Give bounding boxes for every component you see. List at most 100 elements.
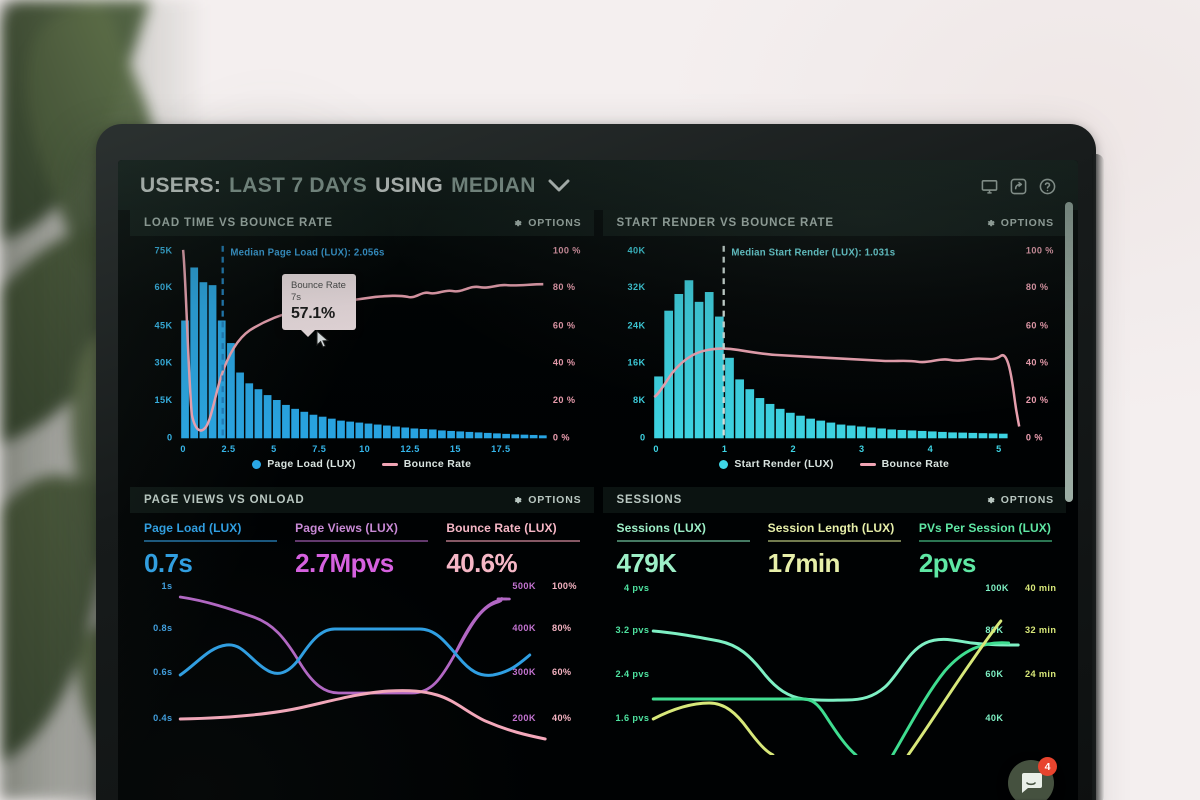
svg-text:40K: 40K: [985, 713, 1003, 723]
svg-text:10: 10: [359, 444, 370, 454]
metric-bounce-rate[interactable]: Bounce Rate (LUX) 40.6%: [446, 521, 580, 579]
chart-svg: 1s 0.8s 0.6s 0.4s 500K 400K 300K 200K: [153, 581, 577, 741]
monitor-icon[interactable]: [981, 178, 998, 195]
chart-legend: Start Render (LUX) Bounce Rate: [603, 454, 1067, 479]
svg-text:30K: 30K: [155, 358, 173, 368]
svg-text:45K: 45K: [155, 320, 173, 330]
options-label: OPTIONS: [1000, 217, 1054, 229]
metric-session-length[interactable]: Session Length (LUX) 17min: [767, 521, 901, 579]
svg-text:0 %: 0 %: [553, 432, 570, 442]
median-annotation-label: Median Page Load (LUX): 2.056s: [230, 248, 384, 259]
panel-title: PAGE VIEWS VS ONLOAD: [144, 494, 305, 506]
y-axis-left: 1s 0.8s 0.6s 0.4s: [153, 581, 172, 723]
chart-sessions[interactable]: 4 pvs 3.2 pvs 2.4 pvs 1.6 pvs 100K 80K 6…: [603, 579, 1067, 755]
metric-label: Sessions (LUX): [616, 521, 706, 535]
svg-text:12.5: 12.5: [400, 444, 419, 454]
metric-label: PVs Per Session (LUX): [918, 521, 1051, 535]
metric-page-views[interactable]: Page Views (LUX) 2.7Mpvs: [295, 521, 429, 579]
share-icon[interactable]: [1010, 178, 1027, 195]
svg-text:1.6 pvs: 1.6 pvs: [615, 713, 649, 723]
legend-item-start-render[interactable]: Start Render (LUX): [719, 458, 833, 470]
svg-text:100 %: 100 %: [553, 246, 581, 256]
help-icon[interactable]: [1039, 178, 1056, 195]
chart-load-time-vs-bounce-rate[interactable]: 75K 60K 45K 30K 15K 0 100 % 80 % 60 %: [130, 236, 594, 454]
metric-value: 0.7s: [144, 548, 193, 578]
svg-text:80%: 80%: [552, 623, 572, 633]
dashboard-header: USERS: LAST 7 DAYS USING MEDIAN: [118, 160, 1078, 210]
laptop-device: USERS: LAST 7 DAYS USING MEDIAN: [96, 124, 1104, 800]
svg-text:60K: 60K: [985, 669, 1003, 679]
svg-text:80 %: 80 %: [553, 282, 575, 292]
line-series-sessions: [651, 629, 1020, 702]
line-series-page-views-tail: [453, 597, 508, 657]
svg-text:500K: 500K: [512, 581, 535, 591]
chart-page-views-vs-onload[interactable]: 1s 0.8s 0.6s 0.4s 500K 400K 300K 200K: [130, 579, 594, 755]
chat-widget-button[interactable]: 4: [1008, 757, 1057, 800]
svg-text:0: 0: [167, 432, 172, 442]
legend-marker-line: [859, 462, 876, 466]
svg-text:5: 5: [996, 444, 1001, 454]
svg-text:75K: 75K: [155, 246, 173, 256]
panel-header: PAGE VIEWS VS ONLOAD OPTIONS: [130, 487, 594, 513]
chart-svg: 4 pvs 3.2 pvs 2.4 pvs 1.6 pvs 100K 80K 6…: [615, 583, 1055, 755]
y-axis-left: 75K 60K 45K 30K 15K 0: [155, 246, 173, 443]
title-prefix: USERS:: [140, 174, 222, 197]
legend-item-bounce-rate[interactable]: Bounce Rate: [381, 458, 472, 470]
svg-text:20 %: 20 %: [1025, 395, 1047, 405]
svg-text:2: 2: [790, 444, 795, 454]
bar-series-start-render: [653, 280, 1008, 439]
page-title[interactable]: USERS: LAST 7 DAYS USING MEDIAN: [140, 174, 570, 198]
options-button[interactable]: OPTIONS: [985, 217, 1054, 229]
gear-icon: [985, 495, 996, 506]
chart-start-render-vs-bounce-rate[interactable]: 40K 32K 24K 16K 8K 0 100 % 80 % 60 % 40 …: [603, 236, 1067, 454]
tooltip-label: Bounce Rate: [291, 280, 346, 291]
metric-label: Session Length (LUX): [767, 521, 895, 535]
title-using: USING: [375, 174, 444, 197]
legend-label: Bounce Rate: [403, 458, 472, 470]
screen-bottom-fade: [118, 798, 1078, 800]
vertical-scrollbar[interactable]: [1065, 202, 1073, 800]
svg-text:16K: 16K: [627, 358, 645, 368]
median-annotation-label: Median Start Render (LUX): 1.031s: [731, 248, 895, 259]
header-icon-group: [981, 178, 1056, 195]
svg-text:0: 0: [180, 444, 185, 454]
metric-page-load[interactable]: Page Load (LUX) 0.7s: [144, 521, 278, 579]
svg-text:400K: 400K: [512, 623, 535, 633]
metric-label: Bounce Rate (LUX): [446, 521, 557, 535]
metric-rule: [616, 540, 750, 542]
scrollbar-thumb[interactable]: [1065, 202, 1073, 502]
svg-text:0.4s: 0.4s: [153, 713, 172, 723]
svg-text:0: 0: [653, 444, 658, 454]
metric-tiles: Page Load (LUX) 0.7s Page Views (LUX) 2.…: [130, 513, 594, 579]
metric-label: Page Views (LUX): [295, 521, 398, 535]
svg-text:60K: 60K: [155, 282, 173, 292]
panel-title: SESSIONS: [616, 494, 683, 506]
options-button[interactable]: OPTIONS: [512, 494, 581, 506]
options-label: OPTIONS: [528, 494, 582, 506]
options-button[interactable]: OPTIONS: [985, 494, 1054, 506]
metric-value: 2pvs: [918, 548, 976, 578]
metric-value: 40.6%: [446, 548, 518, 578]
title-range: LAST 7 DAYS: [229, 174, 368, 197]
legend-item-page-load[interactable]: Page Load (LUX): [252, 458, 356, 470]
line-series-page-views: [178, 595, 511, 695]
chart-svg: 40K 32K 24K 16K 8K 0 100 % 80 % 60 % 40 …: [627, 246, 1053, 454]
panel-header: LOAD TIME VS BOUNCE RATE OPTIONS: [130, 210, 594, 236]
svg-text:40 %: 40 %: [1025, 358, 1047, 368]
svg-text:0.8s: 0.8s: [153, 623, 172, 633]
svg-text:60 %: 60 %: [1025, 320, 1047, 330]
chevron-down-icon[interactable]: [548, 174, 570, 198]
y-axis-right: 100 % 80 % 60 % 40 % 20 % 0 %: [1025, 246, 1053, 443]
legend-marker-dot: [252, 459, 262, 469]
dashboard-panels: LOAD TIME VS BOUNCE RATE OPTIONS 75K 60K: [118, 210, 1078, 755]
options-button[interactable]: OPTIONS: [512, 217, 581, 229]
title-stat: MEDIAN: [451, 174, 536, 197]
svg-text:100K: 100K: [985, 583, 1008, 593]
legend-item-bounce-rate[interactable]: Bounce Rate: [859, 458, 949, 470]
panel-start-render-vs-bounce-rate: START RENDER VS BOUNCE RATE OPTIONS 40K …: [602, 210, 1067, 479]
metric-pvs-per-session[interactable]: PVs Per Session (LUX) 2pvs: [918, 521, 1053, 579]
y-axis-right-sessions: 100K 80K 60K 40K: [985, 583, 1008, 723]
panel-header: SESSIONS OPTIONS: [602, 487, 1066, 513]
metric-sessions[interactable]: Sessions (LUX) 479K: [616, 521, 750, 579]
metric-tiles: Sessions (LUX) 479K Session Length (LUX)…: [603, 513, 1067, 579]
